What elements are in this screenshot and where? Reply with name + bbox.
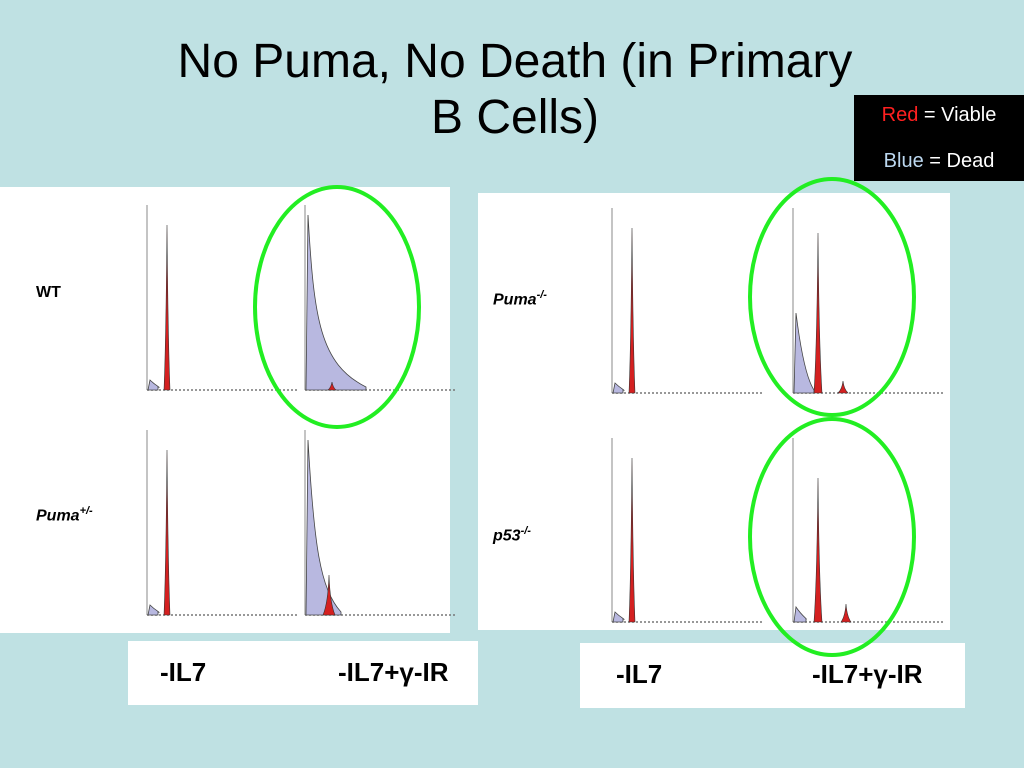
row-label: p53-/-	[493, 525, 531, 545]
left-caption: -IL7 -IL7+γ-IR	[128, 641, 478, 705]
row-label-sup: -/-	[536, 289, 547, 301]
legend-color-word: Red	[881, 104, 919, 126]
row-label-sup: -/-	[520, 525, 531, 537]
dead-area	[147, 604, 160, 616]
row-label-base: Puma	[36, 507, 80, 525]
caption-label: -IL7	[160, 657, 207, 687]
legend-row: Red = Viable	[854, 104, 1024, 127]
highlight-ellipse	[748, 177, 916, 417]
viable-peak	[628, 227, 636, 394]
viable-peak	[163, 224, 171, 391]
row-label-base: Puma	[493, 291, 537, 309]
dead-area	[147, 379, 160, 391]
viable-peak	[628, 457, 636, 623]
title-line: No Puma, No Death (in Primary	[177, 35, 853, 88]
viable-peak	[327, 381, 337, 391]
legend-color-word: Blue	[883, 150, 924, 172]
highlight-ellipse	[748, 417, 916, 657]
dead-area	[793, 605, 807, 623]
title-line: B Cells)	[430, 91, 600, 144]
legend-meaning: = Dead	[929, 150, 995, 172]
slide-title: No Puma, No Death (in Primary B Cells)	[60, 34, 970, 146]
viable-peak	[837, 380, 849, 394]
viable-peak	[813, 477, 823, 623]
right-figure-panel: Puma-/- p53-/-	[478, 193, 950, 630]
highlight-ellipse	[253, 185, 421, 429]
viable-peak	[813, 232, 823, 394]
row-label: Puma+/-	[36, 505, 93, 525]
right-caption: -IL7 -IL7+γ-IR	[580, 643, 965, 708]
viable-peak	[163, 449, 171, 616]
row-label: WT	[36, 284, 61, 301]
legend: Red = Viable Blue = Dead	[854, 95, 1024, 181]
caption-label: -IL7+γ-IR	[338, 657, 449, 687]
dead-area	[612, 382, 625, 394]
left-figure-panel: WT Puma+/-	[0, 187, 450, 633]
row-label: Puma-/-	[493, 289, 547, 309]
legend-meaning: = Viable	[923, 104, 997, 126]
dead-area	[305, 214, 367, 391]
legend-row: Blue = Dead	[854, 150, 1024, 173]
row-label-base: p53	[493, 527, 521, 545]
viable-peak	[840, 603, 852, 623]
dead-area	[612, 611, 625, 623]
caption-label: -IL7	[616, 659, 663, 689]
dead-area	[305, 439, 342, 616]
caption-label: -IL7+γ-IR	[812, 659, 923, 689]
row-label-sup: +/-	[79, 505, 93, 517]
viable-peak	[322, 574, 336, 616]
dead-area	[793, 312, 815, 394]
